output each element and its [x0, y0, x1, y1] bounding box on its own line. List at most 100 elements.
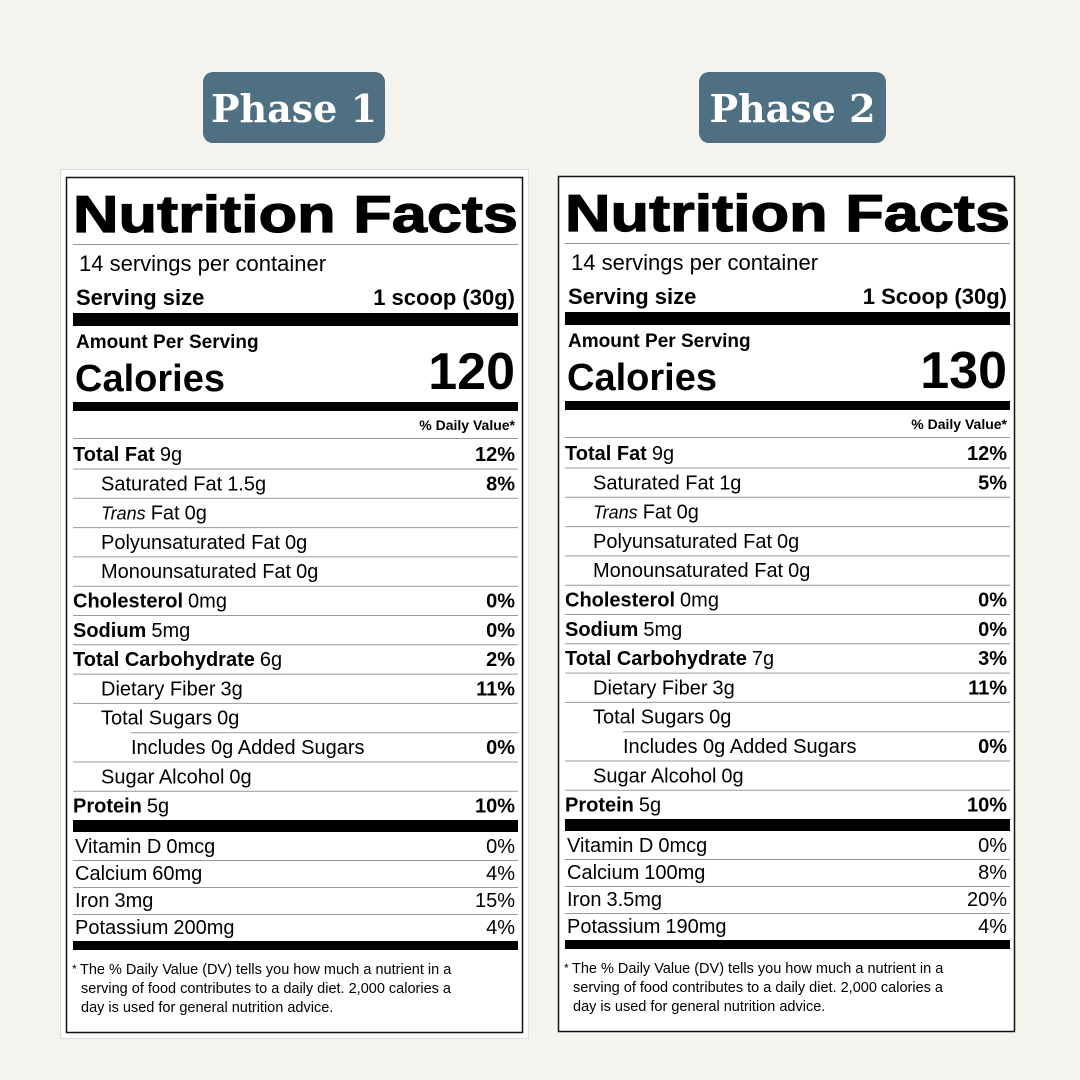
footnote-line: The % Daily Value (DV) tells you how muc… — [80, 962, 452, 978]
nutrient-dv: 10% — [475, 796, 515, 818]
nutrient-label: Dietary Fiber — [593, 677, 708, 699]
calories: 130 — [920, 342, 1007, 400]
vitamin-name: Potassium 190mg — [567, 916, 727, 938]
vitamin-amount: 0mcg — [658, 835, 707, 857]
badge-text: Phase 1 — [211, 86, 377, 131]
nutrient-amount: 0mg — [188, 591, 227, 613]
nutrient-name: Total Carbohydrate 6g — [73, 649, 282, 671]
nutrient-dv: 11% — [968, 677, 1007, 699]
footnote-line: serving of food contributes to a daily d… — [81, 981, 452, 997]
vitamin-name: Iron 3.5mg — [567, 889, 662, 911]
nutrient-amount: 0g — [185, 503, 207, 525]
nutrient-amount: 0g — [677, 502, 699, 524]
footnote-mark: * — [72, 962, 77, 976]
nutrient-amount: 0g — [709, 707, 731, 729]
amount-per-serving: Amount Per Serving — [568, 331, 751, 352]
rule — [565, 940, 1010, 949]
nutrient-amount: 0g — [721, 765, 743, 787]
nutrient-name: Sodium 5mg — [73, 620, 190, 642]
vitamin-label: Calcium — [75, 863, 147, 885]
nutrient-amount: 3g — [712, 677, 734, 699]
nutrient-label: Polyunsaturated Fat — [101, 532, 280, 554]
calories-label: Calories — [567, 357, 717, 399]
vitamin-amount: 0mcg — [166, 836, 215, 858]
rule — [565, 401, 1010, 410]
nutrient-amount: 0g — [217, 708, 239, 730]
rule — [73, 402, 518, 411]
nutrient-name: Dietary Fiber 3g — [101, 678, 243, 700]
servings: 14 servings per container — [79, 251, 326, 276]
nutrient-amount: 0g — [296, 561, 318, 583]
nutrient-dv: 12% — [475, 444, 515, 466]
nutrient-label: Sodium — [565, 619, 638, 641]
amount-per-serving: Amount Per Serving — [76, 332, 259, 353]
nutrient-name: Includes 0g Added Sugars — [131, 737, 365, 759]
calories-label: Calories — [75, 358, 225, 400]
nutrient-dv: 2% — [486, 649, 515, 671]
vitamin-dv: 4% — [486, 863, 515, 885]
nutrient-name: Dietary Fiber 3g — [593, 677, 735, 699]
vitamin-dv: 0% — [486, 836, 515, 858]
vitamin-dv: 4% — [486, 917, 515, 939]
nutrient-amount: 5mg — [151, 620, 190, 642]
nutrient-amount: 6g — [260, 649, 282, 671]
nutrient-dv: 10% — [967, 795, 1007, 817]
badge — [203, 72, 385, 143]
nutrient-amount: 1g — [719, 472, 741, 494]
nutrient-amount: 0g — [229, 766, 251, 788]
vitamin-label: Vitamin D — [567, 835, 653, 857]
nutrient-name: Monounsaturated Fat 0g — [101, 561, 318, 583]
nutrient-name: Cholesterol 0mg — [73, 591, 227, 613]
badge — [699, 72, 886, 143]
vitamin-amount: 200mg — [173, 917, 234, 939]
footnote-line: day is used for general nutrition advice… — [573, 999, 825, 1015]
nutrient-dv: 0% — [978, 590, 1007, 612]
vitamin-amount: 3mg — [114, 890, 153, 912]
nutrient-label: Protein — [565, 795, 634, 817]
vitamin-label: Potassium — [75, 917, 168, 939]
nutrient-label: Total Carbohydrate — [73, 649, 255, 671]
nutrient-name: Monounsaturated Fat 0g — [593, 560, 810, 582]
nutrient-dv: 5% — [978, 472, 1007, 494]
nutrient-amount: 0g — [285, 532, 307, 554]
nutrient-name: Saturated Fat 1.5g — [101, 473, 266, 495]
nutrient-amount: 5g — [147, 796, 169, 818]
nutrient-label: Cholesterol — [73, 591, 183, 613]
nutrient-label: Polyunsaturated Fat — [593, 531, 772, 553]
nutrient-name: Polyunsaturated Fat 0g — [593, 531, 799, 553]
nutrient-dv: 8% — [486, 473, 515, 495]
vitamin-label: Iron — [75, 890, 109, 912]
nutrient-name: Protein 5g — [565, 795, 661, 817]
nutrient-dv: 0% — [486, 737, 515, 759]
label-title: Nutrition Facts — [565, 185, 1010, 243]
label-title: Nutrition Facts — [73, 186, 518, 244]
nutrient-amount: 5mg — [643, 619, 682, 641]
nutrient-name: Sodium 5mg — [565, 619, 682, 641]
nutrient-name: Sugar Alcohol 0g — [593, 765, 744, 787]
rule — [73, 820, 518, 832]
calories: 120 — [428, 343, 515, 401]
vitamin-label: Vitamin D — [75, 836, 161, 858]
nutrient-name: Total Sugars 0g — [593, 707, 731, 729]
vitamin-dv: 4% — [978, 916, 1007, 938]
vitamin-amount: 60mg — [152, 863, 202, 885]
nutrient-name: Total Fat 9g — [73, 444, 182, 466]
nutrient-dv: 0% — [486, 591, 515, 613]
nutrient-name: Total Sugars 0g — [101, 708, 239, 730]
vitamin-name: Iron 3mg — [75, 890, 153, 912]
nutrient-amount: 3g — [220, 678, 242, 700]
nutrient-label: Monounsaturated Fat — [101, 561, 292, 583]
footnote-line: serving of food contributes to a daily d… — [573, 980, 944, 996]
nutrient-name: Protein 5g — [73, 796, 169, 818]
rule — [565, 819, 1010, 831]
dv-header: % Daily Value* — [911, 416, 1007, 432]
vitamin-dv: 20% — [967, 889, 1007, 911]
serving-size: 1 Scoop (30g) — [863, 284, 1007, 309]
nutrient-name: Sugar Alcohol 0g — [101, 766, 252, 788]
nutrient-name: Cholesterol 0mg — [565, 590, 719, 612]
vitamin-name: Vitamin D 0mcg — [567, 835, 707, 857]
nutrient-label: Sodium — [73, 620, 146, 642]
nutrient-dv: 0% — [486, 620, 515, 642]
vitamin-amount: 100mg — [644, 862, 705, 884]
nutrient-label: Fat — [643, 502, 672, 524]
